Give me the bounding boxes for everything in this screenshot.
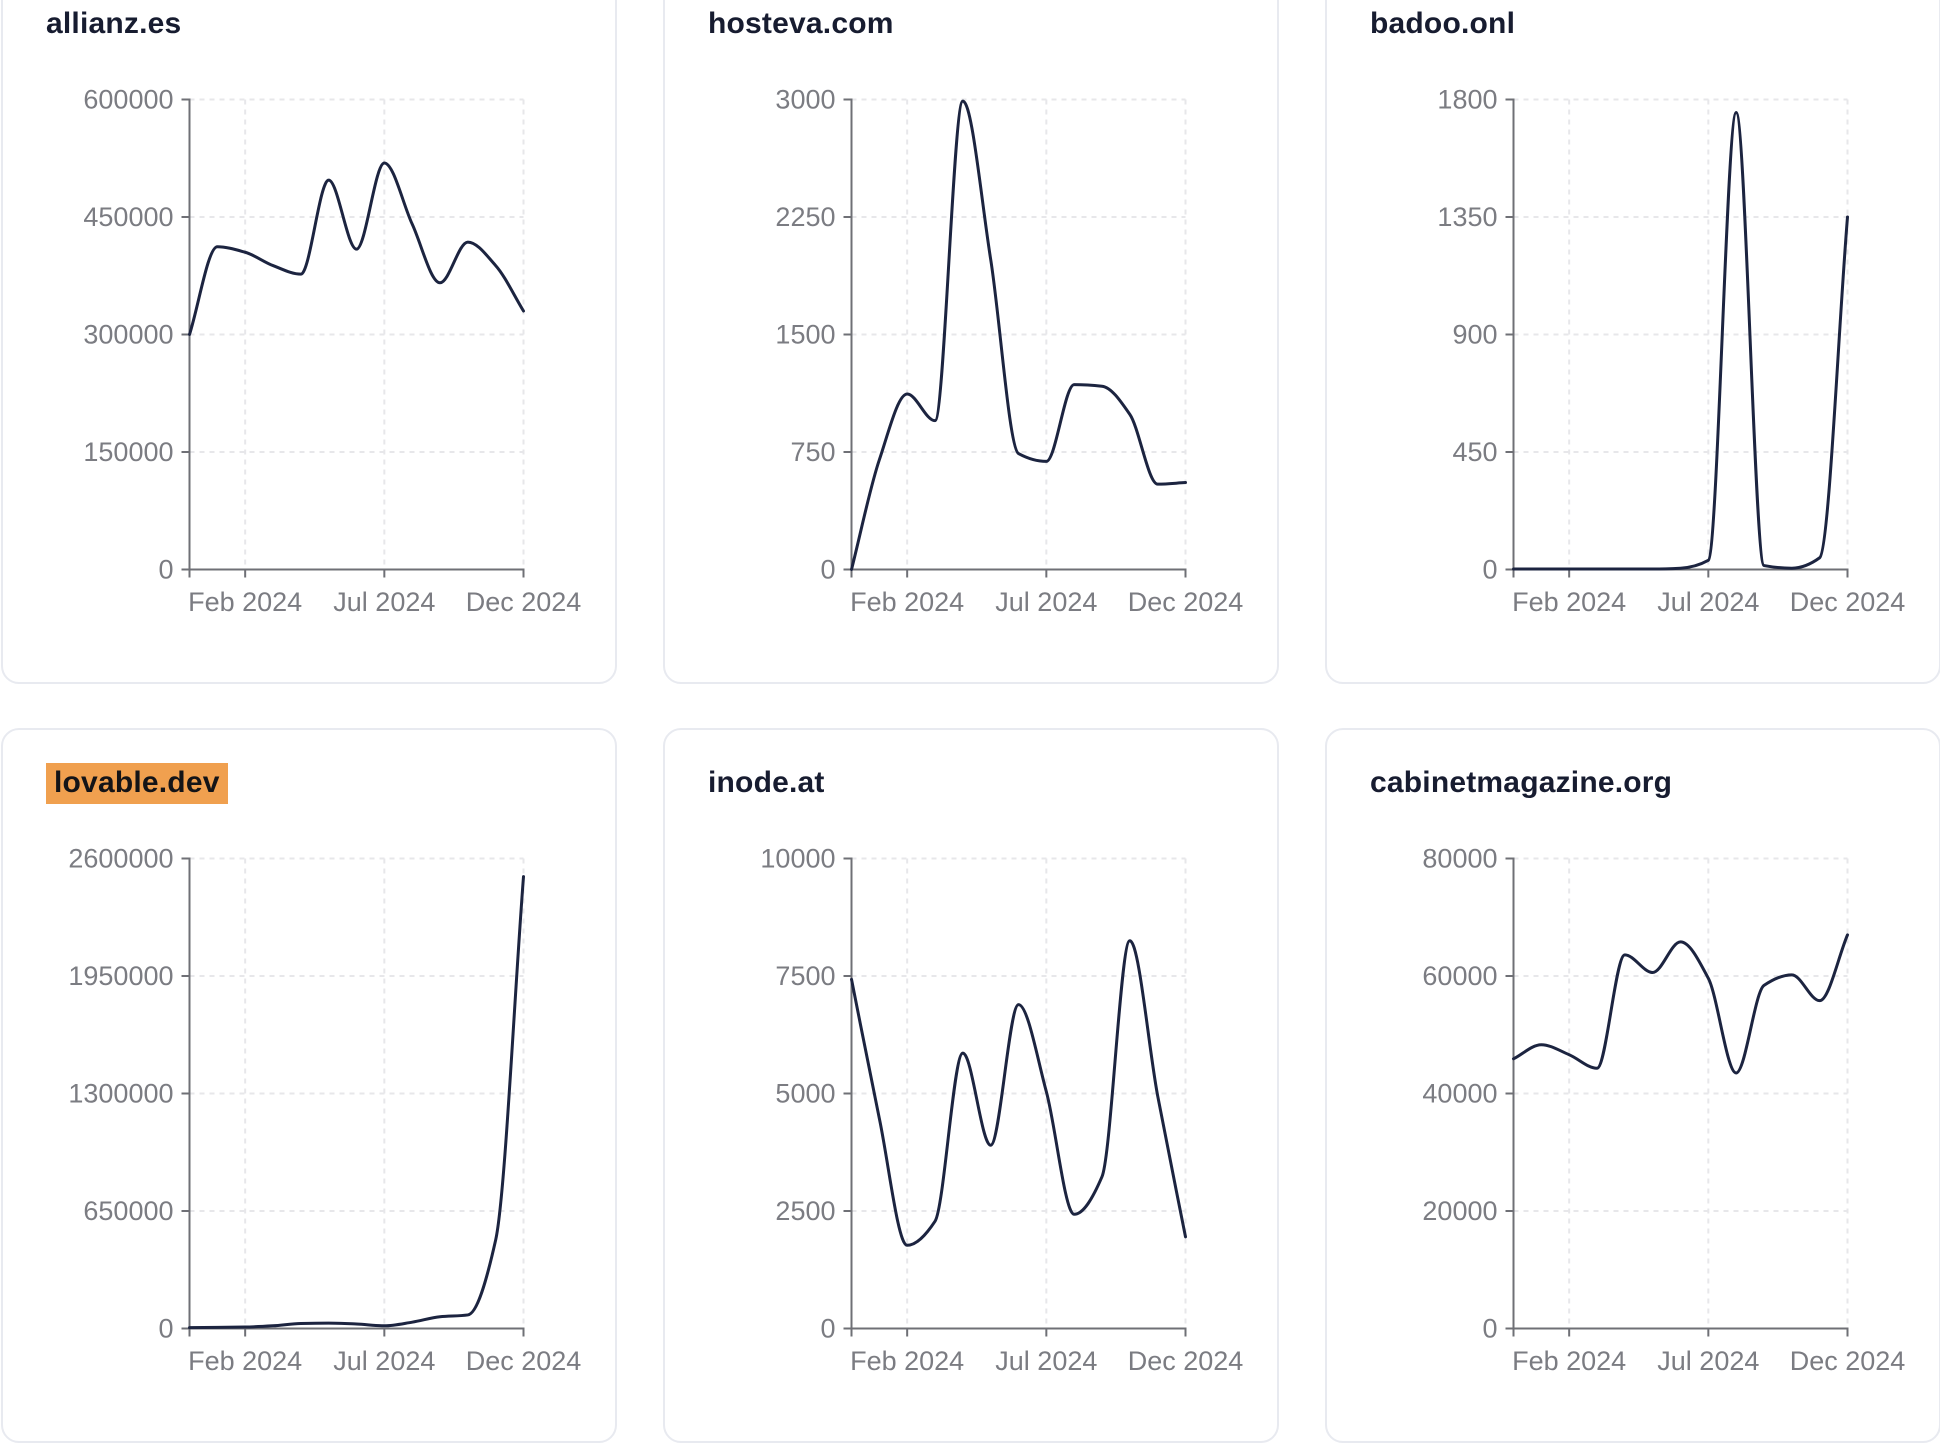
badoo-onl-line-chart: 0 450 900 1350 1800 Feb 2024 Jul 2024 Dec 2024: [1437, 84, 1906, 617]
y-axis-tick-label: 0: [820, 1313, 835, 1343]
y-axis-tick-label: 1500: [775, 319, 835, 349]
domain-title-text: cabinetmagazine.org: [1370, 766, 1673, 799]
y-axis-tick-label: 900: [1452, 319, 1497, 349]
y-axis-tick-label: 750: [790, 437, 835, 467]
domain-title-text: inode.at: [708, 766, 825, 799]
domain-title-text: hosteva.com: [708, 7, 894, 40]
x-axis-tick-label: Jul 2024: [1657, 1346, 1759, 1376]
y-axis-tick-label: 2600000: [68, 843, 173, 873]
y-axis-tick-label: 0: [158, 554, 173, 584]
y-axis-tick-label: 80000: [1422, 843, 1497, 873]
allianz-es-line-chart: 0 150000 300000 450000 600000 Feb 2024 Jul 202…: [83, 84, 582, 617]
x-axis-tick-label: Dec 2024: [466, 1346, 582, 1376]
x-axis-tick-label: Feb 2024: [188, 1346, 302, 1376]
x-axis-tick-label: Dec 2024: [466, 587, 582, 617]
x-axis-tick-label: Jul 2024: [1657, 587, 1759, 617]
y-axis-tick-label: 2500: [775, 1196, 835, 1226]
y-axis-tick-label: 10000: [760, 843, 835, 873]
y-axis-tick-label: 7500: [775, 961, 835, 991]
chart-card-allianz-es[interactable]: allianz.es 0 150000 300000 450000 600000 Feb …: [1, 0, 617, 684]
card-title: hosteva.com: [708, 7, 894, 41]
card-title: cabinetmagazine.org: [1370, 766, 1672, 800]
y-axis-tick-label: 20000: [1422, 1196, 1497, 1226]
x-axis-tick-label: Feb 2024: [850, 1346, 964, 1376]
y-axis-tick-label: 600000: [83, 84, 173, 114]
inode-at-line-chart: 0 2500 5000 7500 10000 Feb 2024 Jul 2024 Dec 20…: [760, 843, 1244, 1376]
y-axis-tick-label: 0: [1482, 554, 1497, 584]
traffic-line-series: [188, 161, 525, 336]
chart-card-lovable-dev[interactable]: lovable.dev 0 650000 1300000 1950000 2600000…: [1, 728, 617, 1443]
y-axis-tick-label: 450000: [83, 202, 173, 232]
y-axis-tick-label: 60000: [1422, 961, 1497, 991]
y-axis-tick-label: 0: [1482, 1313, 1497, 1343]
chart-card-hosteva-com[interactable]: hosteva.com 0 750 1500 2250 3000 Feb 2024 Jul …: [663, 0, 1279, 684]
x-axis-tick-label: Dec 2024: [1128, 1346, 1244, 1376]
y-axis-tick-label: 1800: [1437, 84, 1497, 114]
x-axis-tick-label: Dec 2024: [1790, 1346, 1906, 1376]
y-axis-tick-label: 40000: [1422, 1078, 1497, 1108]
x-axis-tick-label: Feb 2024: [1512, 587, 1626, 617]
x-axis-tick-label: Jul 2024: [333, 1346, 435, 1376]
chart-card-cabinetmagazine-org[interactable]: cabinetmagazine.org 0 20000 40000 60000 8000…: [1325, 728, 1940, 1443]
y-axis-tick-label: 1300000: [68, 1078, 173, 1108]
y-axis-tick-label: 150000: [83, 437, 173, 467]
domain-title-text: badoo.onl: [1370, 7, 1516, 40]
hosteva-com-line-chart: 0 750 1500 2250 3000 Feb 2024 Jul 2024 Dec 2024: [775, 84, 1244, 617]
y-axis-tick-label: 2250: [775, 202, 835, 232]
card-title: badoo.onl: [1370, 7, 1515, 41]
x-axis-tick-label: Jul 2024: [333, 587, 435, 617]
cabinetmagazine-org-line-chart: 0 20000 40000 60000 80000 Feb 2024 Jul 2024 Dec…: [1422, 843, 1906, 1376]
x-axis-tick-label: Jul 2024: [995, 1346, 1097, 1376]
y-axis-tick-label: 0: [820, 554, 835, 584]
traffic-line-series: [188, 875, 525, 1330]
traffic-line-series: [850, 99, 1187, 571]
lovable-dev-line-chart: 0 650000 1300000 1950000 2600000 Feb 2024 Jul …: [68, 843, 582, 1376]
x-axis-tick-label: Feb 2024: [188, 587, 302, 617]
card-title: inode.at: [708, 766, 825, 800]
traffic-line-series: [1512, 111, 1849, 571]
card-title: allianz.es: [46, 7, 181, 41]
x-axis-tick-label: Dec 2024: [1128, 587, 1244, 617]
y-axis-tick-label: 1350: [1437, 202, 1497, 232]
traffic-line-series: [850, 939, 1187, 1247]
traffic-line-series: [1512, 933, 1849, 1075]
card-title: lovable.dev: [46, 763, 228, 804]
y-axis-tick-label: 5000: [775, 1078, 835, 1108]
y-axis-tick-label: 3000: [775, 84, 835, 114]
x-axis-tick-label: Feb 2024: [1512, 1346, 1626, 1376]
x-axis-tick-label: Feb 2024: [850, 587, 964, 617]
y-axis-tick-label: 1950000: [68, 961, 173, 991]
x-axis-tick-label: Jul 2024: [995, 587, 1097, 617]
domain-title-text: allianz.es: [46, 7, 182, 40]
x-axis-tick-label: Dec 2024: [1790, 587, 1906, 617]
chart-card-inode-at[interactable]: inode.at 0 2500 5000 7500 10000 Feb 2024 Jul 2…: [663, 728, 1279, 1443]
y-axis-tick-label: 450: [1452, 437, 1497, 467]
y-axis-tick-label: 300000: [83, 319, 173, 349]
y-axis-tick-label: 650000: [83, 1196, 173, 1226]
chart-card-badoo-onl[interactable]: badoo.onl 0 450 900 1350 1800 Feb 2024 Jul 202…: [1325, 0, 1940, 684]
highlighted-domain-title-text: lovable.dev: [46, 763, 228, 804]
y-axis-tick-label: 0: [158, 1313, 173, 1343]
